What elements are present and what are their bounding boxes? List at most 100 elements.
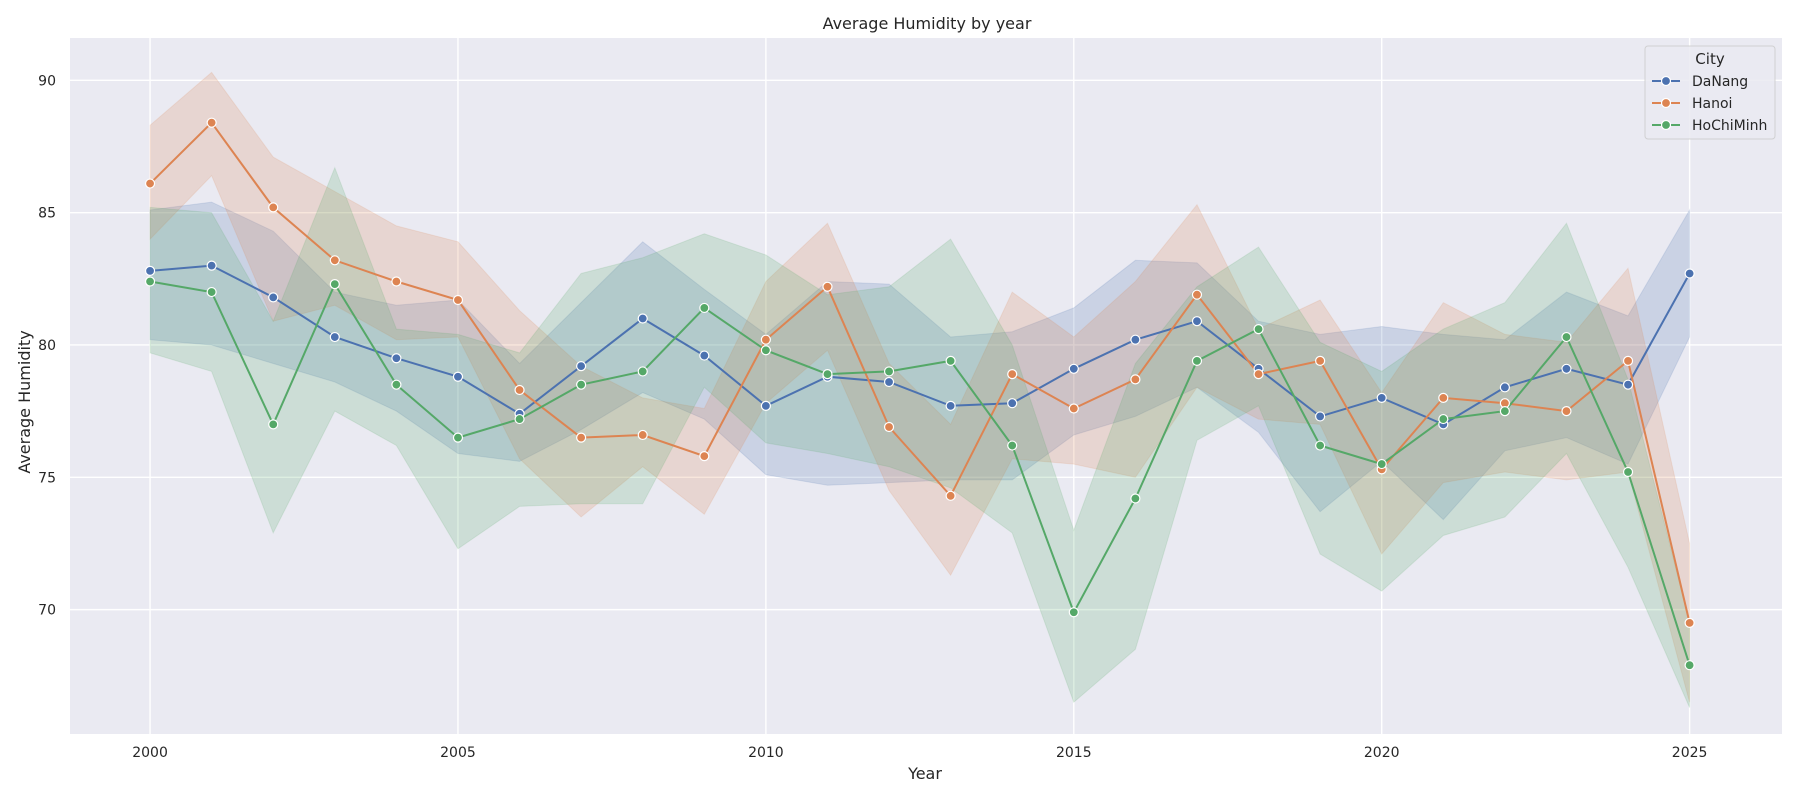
legend-label-danang: DaNang [1692,74,1748,90]
data-point-hochiminh [1191,355,1203,366]
data-point-hanoi [1315,355,1326,366]
data-point-hochiminh [576,379,587,390]
data-point-hochiminh [1561,331,1572,343]
x-axis-title: Year [907,764,942,783]
data-point-hanoi [637,429,648,441]
x-tick-labels: 2000 2005 2010 2015 2020 2025 [132,745,1707,761]
y-tick-label: 85 [38,206,56,222]
data-point-danang [699,350,710,361]
data-point-hochiminh [699,302,710,314]
grid-lines [70,38,1782,734]
data-point-hochiminh [391,379,402,390]
data-point-hochiminh [637,366,648,377]
y-tick-label: 70 [38,603,56,619]
data-point-danang [329,331,340,343]
data-point-danang [760,400,771,411]
legend-marker-danang [1660,75,1672,87]
series-line-hanoi [149,121,1691,624]
x-tick-label: 2000 [132,745,168,761]
data-point-hanoi [760,334,771,345]
data-point-danang [1499,382,1510,393]
legend-items: DaNang Hanoi HoChiMinh [1652,74,1767,134]
data-point-hanoi [144,178,156,189]
data-point-hanoi [1438,392,1449,404]
data-point-hochiminh [1253,324,1264,335]
data-point-danang [452,371,464,382]
data-point-hochiminh [760,345,771,356]
data-point-hanoi [822,281,833,292]
data-point-danang [206,260,217,271]
confidence-band-hanoi [149,71,1691,703]
data-point-hanoi [391,276,402,287]
data-point-danang [1068,363,1079,374]
data-point-danang [1315,411,1326,422]
data-point-hanoi [514,384,525,396]
data-point-danang [1376,392,1387,404]
data-point-danang [391,353,402,364]
data-point-hochiminh [144,276,156,287]
data-point-hochiminh [452,432,464,443]
data-point-hochiminh [822,368,833,380]
data-point-hochiminh [1438,413,1449,425]
confidence-bands [149,71,1691,708]
x-tick-label: 2025 [1672,745,1708,761]
series-line-danang [150,264,1691,426]
data-point-hanoi [1191,289,1203,300]
data-point-danang [144,265,156,276]
y-tick-label: 80 [38,338,56,354]
chart-title: Average Humidity by year [823,14,1032,33]
data-point-hanoi [1130,374,1141,385]
legend-item-hochiminh: HoChiMinh [1652,118,1767,134]
y-tick-label: 90 [38,73,56,89]
data-point-hochiminh [268,419,279,430]
series-line-hochiminh [149,280,1691,666]
y-tick-label: 75 [38,470,56,486]
data-point-hanoi [699,451,710,462]
data-point-hanoi [268,202,279,213]
data-point-hanoi [1622,355,1634,366]
x-tick-label: 2015 [1056,745,1092,761]
data-point-hochiminh [945,355,956,366]
legend: City DaNang Hanoi HoChiMinh [1644,45,1776,140]
data-point-hanoi [1007,368,1018,380]
x-tick-label: 2020 [1364,745,1400,761]
legend-box [1644,45,1776,140]
data-point-hochiminh [1007,440,1018,451]
plot-area [70,38,1782,734]
data-point-hanoi [1561,406,1572,417]
data-point-danang [1007,398,1018,409]
data-point-hochiminh [1068,607,1079,618]
data-point-hochiminh [1499,406,1510,417]
data-point-hanoi [1684,617,1695,628]
data-point-hanoi [576,432,587,443]
legend-item-hanoi: Hanoi [1652,96,1732,112]
data-point-hochiminh [883,366,895,377]
data-point-danang [1130,334,1141,345]
legend-item-danang: DaNang [1652,74,1748,90]
data-point-danang [1684,268,1695,279]
legend-title: City [1695,50,1725,68]
data-point-hochiminh [329,279,340,290]
y-axis-title: Average Humidity [15,330,34,473]
data-point-danang [1561,363,1572,374]
x-tick-label: 2010 [748,745,784,761]
legend-label-hochiminh: HoChiMinh [1692,118,1767,134]
data-point-hochiminh [514,413,525,425]
data-point-hochiminh [1376,458,1387,470]
series-lines [149,121,1691,666]
y-tick-labels: 70 75 80 85 90 [38,73,56,618]
legend-label-hanoi: Hanoi [1692,96,1732,112]
data-point-hochiminh [1684,660,1695,671]
data-point-hochiminh [1130,493,1141,504]
x-tick-label: 2005 [440,745,476,761]
data-point-hanoi [945,490,956,501]
data-point-danang [1191,316,1203,327]
data-point-hanoi [1068,403,1079,414]
confidence-band-danang [149,201,1691,521]
confidence-band-hochiminh [149,166,1691,708]
data-point-danang [945,400,956,411]
legend-marker-hanoi [1660,97,1672,109]
series-markers [144,117,1695,671]
data-point-hochiminh [1315,440,1326,451]
